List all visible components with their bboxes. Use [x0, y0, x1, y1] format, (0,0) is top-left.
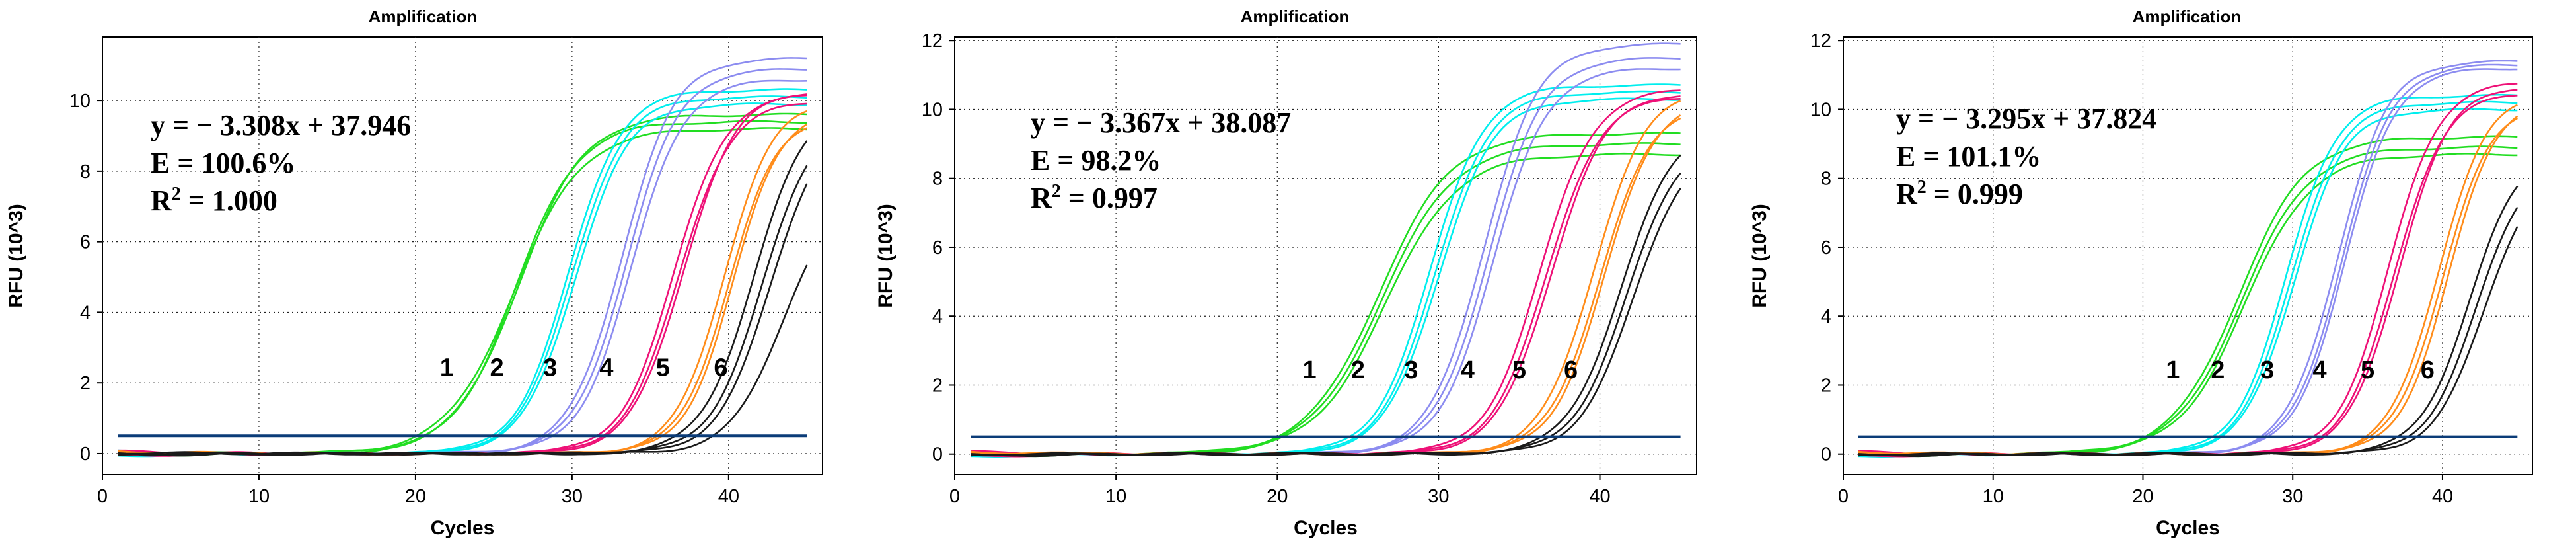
curves [118, 57, 808, 458]
dilution-label: 4 [599, 354, 613, 382]
chart-title: Amplification [2133, 7, 2242, 26]
amplification-curve-6 [1858, 226, 2519, 456]
y-tick-label: 12 [1810, 30, 1831, 52]
regression-equation: y = − 3.367x + 38.087 E = 98.2% R2 = 0.997 [1031, 106, 1291, 214]
y-tick-label: 10 [1810, 99, 1831, 120]
equation-line: y = − 3.295x + 37.824 [1896, 102, 2156, 135]
dilution-label: 2 [2211, 356, 2225, 384]
x-tick-label: 40 [1589, 486, 1610, 507]
chart-title: Amplification [369, 7, 478, 26]
y-tick-label: 2 [80, 373, 91, 394]
r-squared-exponent: 2 [1917, 177, 1927, 198]
y-tick-label: 6 [1821, 237, 1831, 259]
x-axis-label: Cycles [431, 517, 495, 539]
y-tick-label: 12 [922, 30, 943, 52]
dilution-label: 3 [543, 354, 557, 382]
y-axis-label: RFU (10^3) [5, 204, 27, 308]
x-tick-label: 10 [1105, 486, 1126, 507]
y-tick-label: 4 [80, 302, 91, 323]
x-tick-label: 30 [1428, 486, 1449, 507]
equation-line: y = − 3.367x + 38.087 [1031, 106, 1291, 139]
dilution-label: 5 [2361, 356, 2374, 384]
x-tick-label: 40 [718, 486, 739, 507]
dilution-label: 4 [2312, 356, 2326, 384]
x-tick-label: 20 [1267, 486, 1288, 507]
y-tick-label: 6 [932, 237, 943, 259]
x-axis-label: Cycles [2156, 517, 2220, 539]
amplification-curve-6 [118, 264, 808, 456]
y-tick-label: 10 [922, 99, 943, 120]
r-squared-symbol: R [151, 184, 172, 217]
r-squared-line: R2 = 0.999 [1896, 177, 2023, 210]
r-squared-value: = 0.999 [1927, 178, 2023, 210]
dilution-label: 6 [2421, 356, 2435, 384]
r-squared-value: = 0.997 [1061, 182, 1158, 214]
chart-panel-1: Amplification 0 10 20 30 40 0 2 4 6 8 10 Cycles RFU (… [5, 7, 823, 539]
x-tick-label: 20 [2132, 486, 2153, 507]
y-tick-label: 4 [1821, 306, 1831, 327]
dilution-label: 1 [2166, 356, 2180, 384]
y-tick-label: 8 [1821, 169, 1831, 190]
gridlines [102, 37, 823, 475]
y-tick-label: 0 [1821, 444, 1831, 465]
dilution-label: 3 [1404, 356, 1418, 384]
dilution-label: 5 [1512, 356, 1526, 384]
x-tick-label: 10 [1983, 486, 2004, 507]
dilution-label: 6 [714, 354, 727, 382]
efficiency-line: E = 101.1% [1896, 140, 2041, 173]
curves [971, 42, 1681, 458]
x-tick-label: 20 [405, 486, 426, 507]
r-squared-value: = 1.000 [181, 184, 277, 217]
curves [1858, 60, 2519, 458]
dilution-label: 5 [656, 354, 670, 382]
y-tick-label: 8 [80, 161, 91, 182]
regression-equation: y = − 3.308x + 37.946 E = 100.6% R2 = 1.00… [151, 109, 411, 217]
equation-line: y = − 3.308x + 37.946 [151, 109, 411, 141]
regression-equation: y = − 3.295x + 37.824 E = 101.1% R2 = 0.99… [1896, 102, 2156, 210]
r-squared-exponent: 2 [172, 184, 181, 204]
r-squared-line: R2 = 0.997 [1031, 181, 1158, 214]
x-axis-label: Cycles [1294, 517, 1358, 539]
x-tick-label: 30 [562, 486, 583, 507]
dilution-label: 2 [1351, 356, 1365, 384]
dilution-label: 4 [1461, 356, 1475, 384]
amplification-curve-6 [971, 188, 1681, 456]
y-tick-label: 10 [69, 91, 91, 112]
r-squared-symbol: R [1031, 182, 1052, 214]
y-tick-label: 2 [932, 375, 943, 396]
x-tick-label: 0 [97, 486, 108, 507]
chart-title: Amplification [1241, 7, 1350, 26]
r-squared-line: R2 = 1.000 [151, 184, 277, 217]
r-squared-symbol: R [1896, 178, 1918, 210]
y-tick-label: 6 [80, 232, 91, 253]
efficiency-line: E = 100.6% [151, 147, 295, 179]
x-tick-label: 0 [1838, 486, 1849, 507]
y-axis-label: RFU (10^3) [1749, 204, 1771, 308]
y-tick-label: 4 [932, 306, 943, 327]
dilution-label: 3 [2260, 356, 2274, 384]
efficiency-line: E = 98.2% [1031, 144, 1161, 177]
y-tick-label: 0 [80, 444, 91, 465]
x-tick-label: 10 [248, 486, 270, 507]
x-tick-label: 40 [2432, 486, 2453, 507]
y-tick-label: 2 [1821, 375, 1831, 396]
y-tick-label: 0 [932, 444, 943, 465]
y-axis-label: RFU (10^3) [875, 204, 897, 308]
dilution-label: 1 [440, 354, 454, 382]
x-tick-label: 0 [949, 486, 960, 507]
y-tick-label: 8 [932, 169, 943, 190]
dilution-label: 6 [1564, 356, 1578, 384]
dilution-label: 1 [1303, 356, 1317, 384]
x-tick-label: 30 [2282, 486, 2303, 507]
dilution-label: 2 [490, 354, 504, 382]
r-squared-exponent: 2 [1052, 181, 1061, 202]
